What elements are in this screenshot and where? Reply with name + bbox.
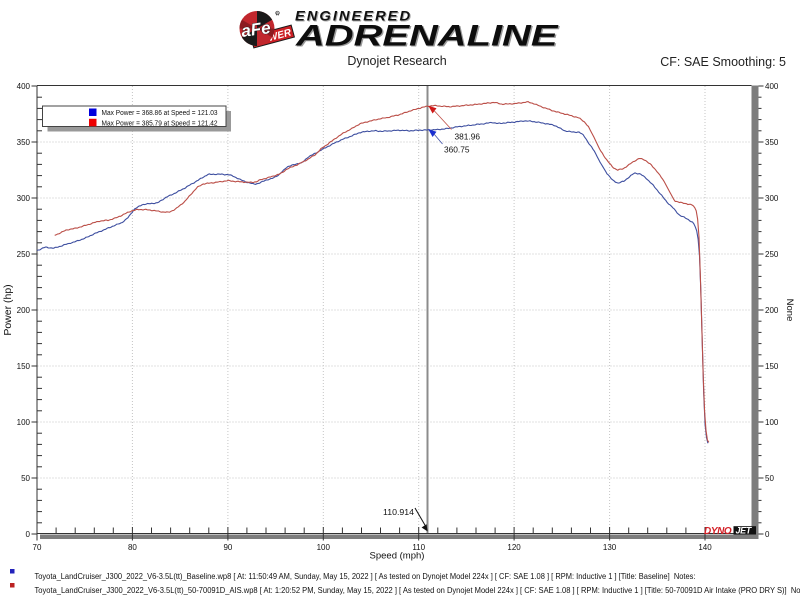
svg-text:250: 250 [17,250,31,259]
svg-text:110: 110 [412,543,425,552]
svg-text:120: 120 [507,543,521,552]
svg-text:50: 50 [21,474,30,483]
svg-text:aFe: aFe [240,18,272,41]
svg-text:50: 50 [765,474,774,483]
svg-text:Max Power = 385.79 at Speed =: Max Power = 385.79 at Speed = 121.42 [102,120,218,127]
svg-text:70: 70 [33,543,42,552]
svg-text:140: 140 [698,543,712,552]
svg-text:R: R [276,11,280,16]
svg-text:CF: SAE Smoothing: 5: CF: SAE Smoothing: 5 [660,55,786,69]
svg-text:200: 200 [765,306,779,315]
svg-text:DYNO: DYNO [704,526,732,537]
svg-text:Toyota_LandCruiser_J300_2022_V: Toyota_LandCruiser_J300_2022_V6-3.5L(tt)… [35,572,696,581]
svg-text:360.75: 360.75 [444,146,470,155]
svg-text:ENGINEERED: ENGINEERED [295,9,412,25]
svg-text:Toyota_LandCruiser_J300_2022_V: Toyota_LandCruiser_J300_2022_V6-3.5L(tt)… [35,586,800,595]
svg-text:90: 90 [223,543,232,552]
svg-text:350: 350 [17,138,31,147]
svg-text:0: 0 [765,530,770,539]
svg-text:150: 150 [17,362,31,371]
svg-text:400: 400 [17,82,31,91]
svg-text:Dynojet Research: Dynojet Research [347,54,446,68]
svg-text:100: 100 [317,543,331,552]
svg-text:100: 100 [17,418,31,427]
svg-text:80: 80 [128,543,137,552]
svg-text:Power (hp): Power (hp) [2,284,14,335]
svg-text:110.914: 110.914 [383,508,415,517]
svg-text:300: 300 [765,194,779,203]
svg-text:Speed (mph): Speed (mph) [370,551,425,562]
svg-text:400: 400 [765,82,779,91]
svg-text:100: 100 [765,418,779,427]
svg-text:350: 350 [765,138,779,147]
svg-text:300: 300 [17,194,31,203]
svg-text:JET: JET [736,526,753,536]
svg-text:250: 250 [765,250,779,259]
svg-text:381.96: 381.96 [455,133,481,142]
svg-text:130: 130 [603,543,617,552]
svg-text:200: 200 [17,306,31,315]
svg-text:0: 0 [26,530,31,539]
svg-text:150: 150 [765,362,779,371]
svg-text:ADRENALINE: ADRENALINE [295,19,559,52]
svg-text:Max Power = 368.86 at Speed =: Max Power = 368.86 at Speed = 121.03 [102,110,218,117]
svg-text:None: None [784,299,795,322]
